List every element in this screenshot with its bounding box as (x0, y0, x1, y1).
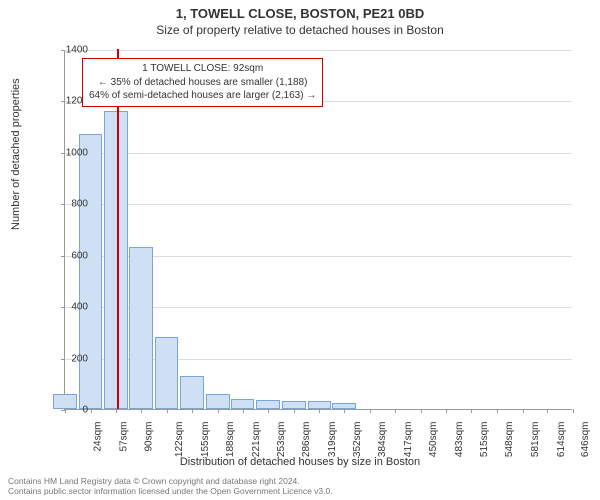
xtick-label: 221sqm (251, 422, 262, 458)
xtick-label: 384sqm (377, 422, 388, 458)
xtick-label: 614sqm (556, 422, 567, 458)
xtick-mark (446, 409, 447, 413)
ytick-label: 1200 (38, 96, 88, 107)
xtick-label: 155sqm (200, 422, 211, 458)
xtick-mark (395, 409, 396, 413)
histogram-bar (231, 399, 255, 409)
xtick-mark (167, 409, 168, 413)
attribution-line2: Contains public sector information licen… (8, 486, 333, 496)
annotation-line2: ← 35% of detached houses are smaller (1,… (89, 76, 316, 90)
annotation-box: 1 TOWELL CLOSE: 92sqm← 35% of detached h… (82, 58, 323, 107)
xtick-mark (192, 409, 193, 413)
xtick-label: 319sqm (327, 422, 338, 458)
xtick-mark (91, 409, 92, 413)
histogram-bar (256, 400, 280, 409)
xtick-mark (523, 409, 524, 413)
annotation-line3: 64% of semi-detached houses are larger (… (89, 89, 316, 103)
histogram-bar (282, 401, 306, 409)
ytick-label: 400 (38, 302, 88, 313)
xtick-label: 90sqm (144, 422, 155, 452)
xtick-mark (344, 409, 345, 413)
xtick-mark (471, 409, 472, 413)
ytick-label: 800 (38, 199, 88, 210)
xtick-label: 24sqm (93, 422, 104, 452)
xtick-label: 483sqm (454, 422, 465, 458)
attribution-text: Contains HM Land Registry data © Crown c… (8, 476, 333, 496)
ytick-label: 600 (38, 250, 88, 261)
gridline (65, 204, 572, 205)
xtick-label: 122sqm (174, 422, 185, 458)
histogram-bar (155, 337, 179, 409)
xtick-label: 548sqm (504, 422, 515, 458)
xtick-label: 286sqm (301, 422, 312, 458)
xtick-mark (573, 409, 574, 413)
xtick-label: 646sqm (580, 422, 591, 458)
xtick-mark (497, 409, 498, 413)
xtick-mark (218, 409, 219, 413)
xtick-mark (243, 409, 244, 413)
xtick-label: 188sqm (225, 422, 236, 458)
xtick-mark (319, 409, 320, 413)
xtick-mark (421, 409, 422, 413)
histogram-bar (206, 394, 230, 409)
xtick-mark (141, 409, 142, 413)
x-axis-label: Distribution of detached houses by size … (0, 456, 600, 468)
histogram-bar (308, 401, 332, 409)
xtick-label: 57sqm (118, 422, 129, 452)
chart-container: 1, TOWELL CLOSE, BOSTON, PE21 0BD Size o… (0, 0, 600, 500)
xtick-mark (547, 409, 548, 413)
gridline (65, 153, 572, 154)
xtick-mark (370, 409, 371, 413)
xtick-label: 581sqm (530, 422, 541, 458)
xtick-label: 417sqm (403, 422, 414, 458)
xtick-label: 515sqm (479, 422, 490, 458)
histogram-bar (129, 247, 153, 409)
ytick-label: 200 (38, 353, 88, 364)
annotation-line1: 1 TOWELL CLOSE: 92sqm (89, 62, 316, 76)
chart-subtitle: Size of property relative to detached ho… (0, 21, 600, 43)
chart-title: 1, TOWELL CLOSE, BOSTON, PE21 0BD (0, 0, 600, 21)
ytick-label: 0 (38, 405, 88, 416)
histogram-bar (79, 134, 103, 409)
xtick-label: 352sqm (352, 422, 363, 458)
xtick-label: 253sqm (276, 422, 287, 458)
ytick-label: 1000 (38, 147, 88, 158)
histogram-bar (180, 376, 204, 409)
xtick-mark (294, 409, 295, 413)
xtick-mark (268, 409, 269, 413)
gridline (65, 50, 572, 51)
attribution-line1: Contains HM Land Registry data © Crown c… (8, 476, 333, 486)
y-axis-label: Number of detached properties (10, 78, 22, 230)
xtick-mark (116, 409, 117, 413)
ytick-label: 1400 (38, 45, 88, 56)
xtick-label: 450sqm (428, 422, 439, 458)
